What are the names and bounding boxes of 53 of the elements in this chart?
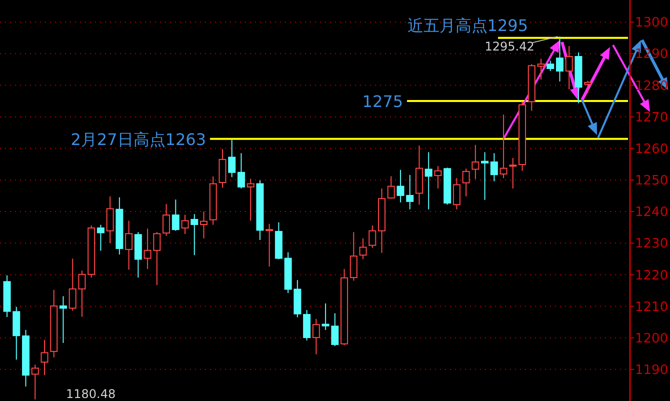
y-tick-label: 1300 <box>635 16 668 31</box>
candlestick <box>368 224 376 248</box>
candlestick <box>96 224 104 252</box>
y-tick-label: 1230 <box>635 236 668 252</box>
candlestick <box>565 46 573 90</box>
candlestick <box>106 196 114 244</box>
candlestick <box>387 176 395 200</box>
y-tick-label: 1190 <box>635 362 668 378</box>
candlestick <box>396 169 404 203</box>
y-tick-label: 1270 <box>635 110 668 126</box>
candlestick <box>584 80 592 94</box>
candlestick <box>452 178 460 210</box>
annotation: 1180.48 <box>66 387 116 401</box>
candlestick <box>359 238 367 260</box>
candlestick <box>218 148 226 188</box>
candlestick <box>509 157 517 189</box>
candlestick <box>181 214 189 234</box>
ref-line-label: 2月27日高点1263 <box>70 130 206 149</box>
candlestick <box>162 203 170 236</box>
y-tick-label: 1240 <box>635 205 668 220</box>
candlestick <box>490 152 498 182</box>
candlestick <box>546 60 554 72</box>
candlestick <box>537 58 545 80</box>
candlestick <box>556 36 564 82</box>
candlestick <box>500 114 508 179</box>
candlestick <box>303 310 311 341</box>
candlestick <box>125 220 133 270</box>
y-tick-label: 1220 <box>635 268 668 284</box>
candlestick <box>424 152 432 210</box>
y-tick-label: 1210 <box>635 300 668 315</box>
candlestick <box>228 138 236 178</box>
candlestick <box>350 232 358 282</box>
candlestick <box>266 223 274 267</box>
candlestick <box>246 178 254 222</box>
candlestick <box>434 166 442 189</box>
y-tick-label: 1250 <box>635 174 668 189</box>
annotation: 1295.42 <box>484 40 534 54</box>
candlestick <box>31 364 39 400</box>
candlestick <box>190 214 198 256</box>
candlestick <box>462 168 470 197</box>
ref-line-label: 1275 <box>362 92 403 112</box>
candlestick <box>40 339 48 376</box>
candlestick <box>481 152 489 200</box>
candlestick <box>172 199 180 232</box>
candlestick <box>406 174 414 210</box>
ref-line-label: 近五月高点1295 <box>407 16 528 35</box>
candlestick <box>472 144 480 180</box>
candlestick <box>59 296 67 344</box>
candlestick <box>200 211 208 239</box>
y-tick-label: 1260 <box>635 142 668 157</box>
y-tick-label: 1200 <box>635 331 668 346</box>
candlestick <box>237 152 245 189</box>
candlestick <box>312 318 320 355</box>
